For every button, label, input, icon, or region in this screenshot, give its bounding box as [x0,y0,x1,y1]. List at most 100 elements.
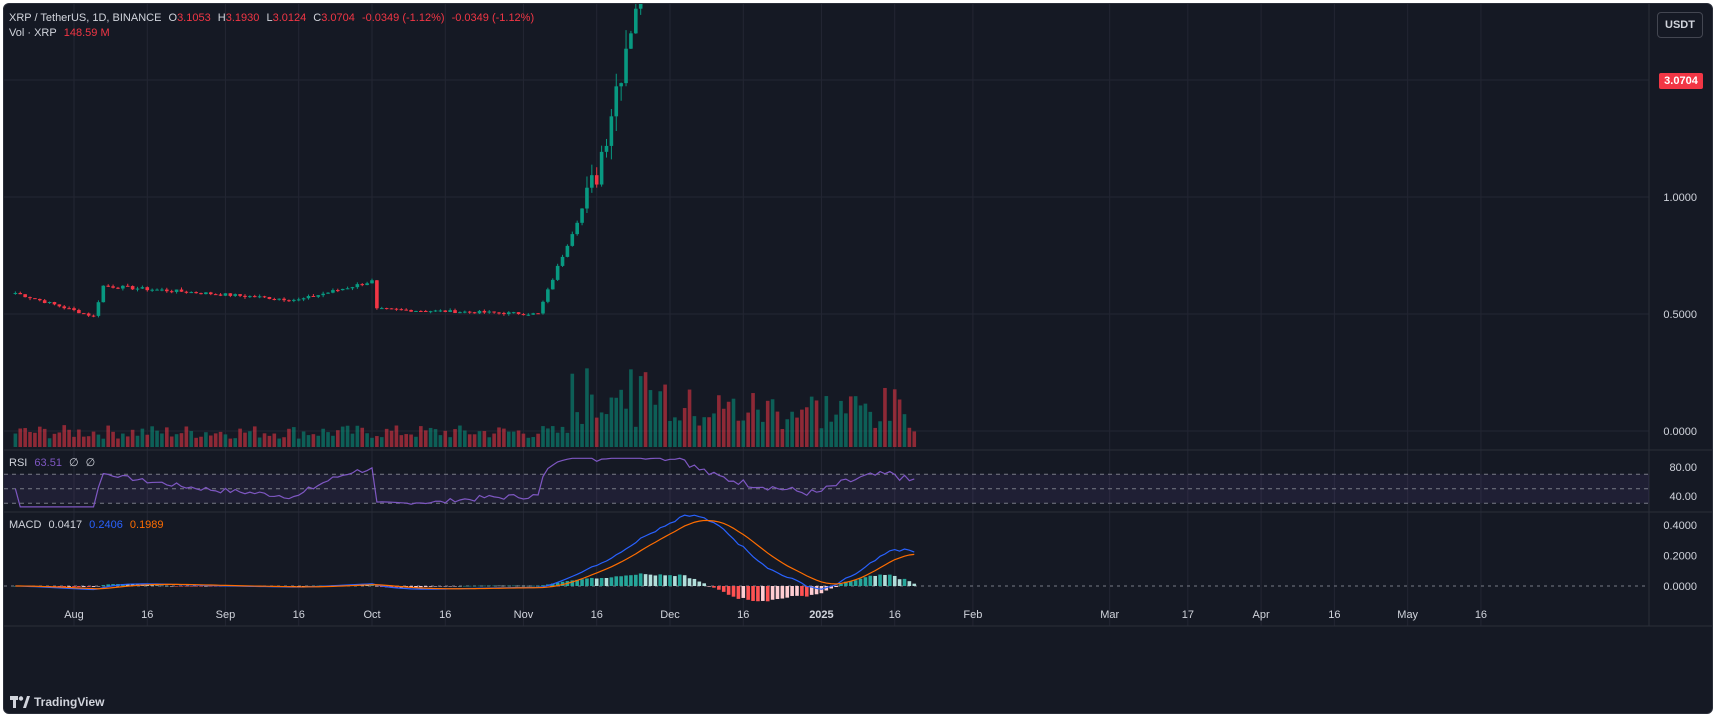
volume-bar [448,437,452,447]
macd-histogram-bar [780,586,785,599]
candle-body [477,310,482,314]
candle-body [179,289,184,292]
volume-bar [257,437,262,447]
candle-body [282,298,286,301]
rsi-extra-2: ∅ [85,457,96,469]
volume-bar [526,437,531,447]
macd-histogram-bar [692,578,697,586]
volume-bar [477,431,482,447]
candle-body [160,289,164,291]
volume-bar [38,426,42,447]
volume-bar [23,428,27,447]
macd-histogram-bar [169,586,174,587]
macd-histogram-bar [814,586,819,595]
volume-bar [228,438,233,447]
time-tick-label: Oct [363,609,380,621]
macd-histogram-bar [800,586,804,596]
volume-bar [218,431,223,447]
macd-histogram-bar [208,586,213,587]
macd-histogram-bar [433,586,438,587]
candle-body [42,300,47,304]
volume-bar [609,397,614,447]
rsi-pane [4,457,1649,508]
macd-histogram-bar [663,575,667,586]
time-tick-label: Nov [514,609,534,621]
volume-bar [331,435,335,447]
candle-body [204,292,208,295]
volume-bar [541,426,545,447]
candle-body [604,145,609,152]
candle-body [28,297,32,299]
candle-body [23,294,27,298]
volume-bar [751,393,755,447]
candle-body [213,294,218,296]
candle-body [443,310,448,312]
candle-body [340,288,345,291]
macd-histogram-bar [707,586,711,587]
macd-hist-value: 0.0417 [48,519,83,531]
volume-bar [492,433,496,447]
high-label: H [217,12,226,24]
volume-bar [184,426,189,447]
macd-histogram-bar [463,585,467,587]
candle-body [218,294,223,296]
macd-histogram-bar [604,578,609,586]
candle-body [57,304,62,307]
volume-bar [658,391,663,447]
volume-bar [550,426,555,447]
macd-histogram-bar [375,586,379,587]
macd-histogram-bar [643,574,648,586]
candle-body [599,151,604,185]
macd-histogram-bar [609,577,614,586]
volume-bar [702,417,706,447]
macd-histogram-bar [804,586,809,597]
time-tick-label: Aug [64,609,84,621]
time-tick-label: 16 [141,609,153,621]
candle-body [262,296,267,298]
candle-body [96,302,101,316]
price-tick-label: 1.0000 [1663,192,1697,204]
volume-bar [717,395,721,447]
brand-name: TradingView [34,695,105,709]
macd-histogram-bar [594,578,599,586]
volume-bar [311,434,316,447]
volume-bar [204,432,208,447]
volume-bars [13,368,917,447]
candle-body [565,245,570,257]
macd-histogram-bar [902,578,907,586]
candle-body [634,8,638,34]
volume-bar [340,426,345,447]
volume-bar [878,421,882,447]
volume-legend: Vol · XRP 148.59 M [9,26,114,40]
volume-bar [844,413,848,447]
candle-body [189,292,194,294]
macd-histogram-bar [638,573,643,586]
currency-button[interactable]: USDT [1657,12,1703,38]
macd-histogram-bar [62,586,67,587]
candle-body [516,312,521,315]
volume-bar [458,425,462,447]
close-label: C [313,12,322,24]
macd-histogram-bar [785,586,790,598]
candle-body [106,285,110,287]
macd-histogram-bar [795,586,799,596]
change-value: -0.0349 (-1.12%) [361,12,445,24]
rsi-band [4,474,1649,504]
volume-bar [101,438,106,447]
macd-histogram-bar [848,581,853,586]
candle-body [433,310,438,312]
volume-bar [516,430,521,447]
volume-bar [809,396,814,447]
chart-canvas[interactable]: 0.00000.50001.00001.50002.00002.50003.00… [4,4,1712,713]
time-tick-label: 16 [591,609,603,621]
volume-bar [487,437,492,447]
volume-bar [384,428,389,447]
volume-bar [13,433,18,447]
volume-bar [741,420,746,447]
macd-tick-label: 0.4000 [1663,520,1697,532]
volume-bar [829,421,834,447]
tradingview-brand[interactable]: TradingView [10,695,104,709]
volume-bar [902,414,907,447]
macd-histogram-bar [67,586,71,587]
time-tick-label: Dec [660,609,680,621]
